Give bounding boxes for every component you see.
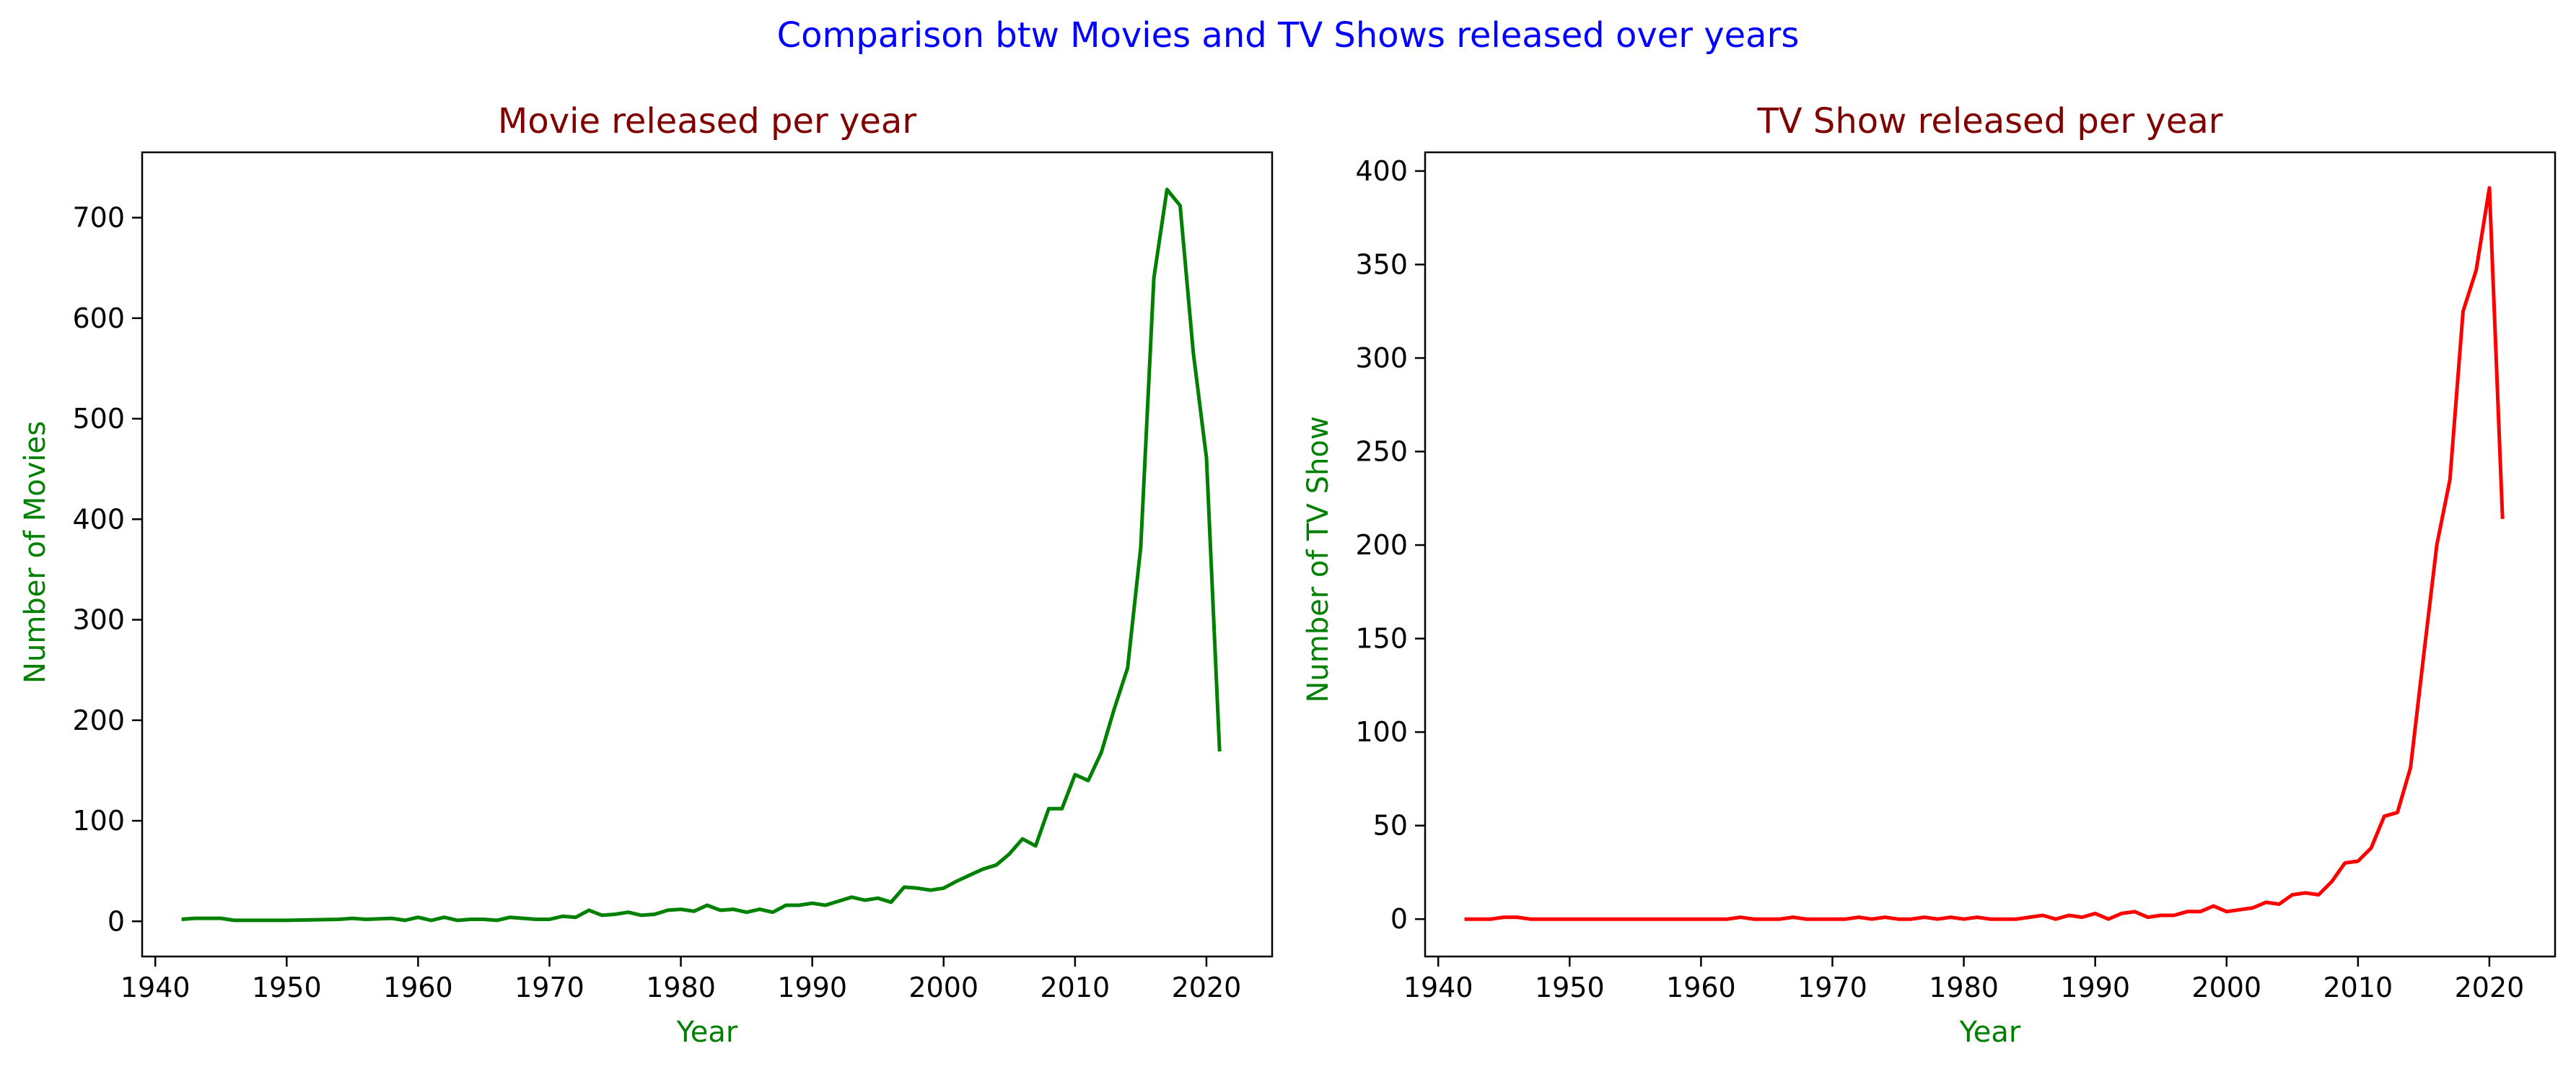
movie-ytick-label: 200 xyxy=(72,705,125,736)
movie-xtick-label: 2010 xyxy=(1041,972,1110,1003)
tvshow-chart: TV Show released per year Year Number of… xyxy=(1302,101,2557,1049)
movie-ytick-label: 0 xyxy=(108,905,125,937)
movie-xtick-label: 1970 xyxy=(514,972,584,1003)
tvshow-ytick-label: 400 xyxy=(1355,155,1408,187)
tvshow-xtick-label: 1960 xyxy=(1666,972,1736,1003)
movie-xtick-label: 2020 xyxy=(1172,972,1242,1003)
movie-xtick-label: 1960 xyxy=(383,972,453,1003)
tvshow-ytick-label: 250 xyxy=(1355,436,1408,468)
movie-chart-ticks: 1940 1950 1960 1970 1980 1990 2000 2010 2020 0 100… xyxy=(72,202,1241,1003)
tvshow-xtick-label: 2000 xyxy=(2191,972,2261,1003)
movie-ytick-label: 300 xyxy=(72,604,125,636)
tvshow-chart-ticks: 1940 1950 1960 1970 1980 1990 2000 2010 2020 0 50 1… xyxy=(1355,155,2524,1003)
figure-suptitle: Comparison btw Movies and TV Shows relea… xyxy=(777,15,1800,56)
movie-ytick-label: 400 xyxy=(72,503,125,535)
tvshow-xtick-label: 1970 xyxy=(1797,972,1867,1003)
tvshow-xtick-label: 1980 xyxy=(1929,972,1999,1003)
movie-ytick-label: 100 xyxy=(72,805,125,837)
movie-xtick-label: 1980 xyxy=(646,972,716,1003)
movie-ytick-label: 500 xyxy=(72,403,125,435)
tvshow-xtick-label: 2020 xyxy=(2455,972,2525,1003)
movie-xtick-label: 1940 xyxy=(121,972,190,1003)
movie-series-line xyxy=(181,188,1222,923)
movie-chart: Movie released per year Year Number of M… xyxy=(19,101,1274,1049)
tvshow-chart-title: TV Show released per year xyxy=(1756,101,2222,141)
tvshow-ytick-label: 100 xyxy=(1355,716,1408,748)
tvshow-ytick-label: 50 xyxy=(1373,810,1408,842)
tvshow-ytick-label: 300 xyxy=(1355,342,1408,374)
movie-chart-frame xyxy=(141,151,1274,958)
tvshow-chart-xlabel: Year xyxy=(1959,1016,2021,1049)
movie-chart-xlabel: Year xyxy=(676,1016,738,1049)
movie-chart-ylabel: Number of Movies xyxy=(19,421,52,684)
tvshow-ytick-label: 0 xyxy=(1390,903,1408,935)
tvshow-ytick-label: 200 xyxy=(1355,529,1408,561)
movie-ytick-label: 600 xyxy=(72,302,125,334)
tvshow-chart-ylabel: Number of TV Show xyxy=(1302,416,1335,702)
tvshow-ytick-label: 150 xyxy=(1355,623,1408,655)
tvshow-xtick-label: 1950 xyxy=(1535,972,1605,1003)
tvshow-xtick-label: 1990 xyxy=(2060,972,2130,1003)
movie-xtick-label: 1990 xyxy=(777,972,847,1003)
tvshow-xtick-label: 2010 xyxy=(2323,972,2393,1003)
movie-ytick-label: 700 xyxy=(72,202,125,234)
tvshow-chart-frame xyxy=(1424,151,2557,958)
tvshow-series-line xyxy=(1464,186,2505,921)
movie-xtick-label: 1950 xyxy=(252,972,322,1003)
movie-xtick-label: 2000 xyxy=(908,972,978,1003)
movie-chart-title: Movie released per year xyxy=(498,101,916,141)
tvshow-ytick-label: 350 xyxy=(1355,248,1408,280)
tvshow-xtick-label: 1940 xyxy=(1403,972,1473,1003)
